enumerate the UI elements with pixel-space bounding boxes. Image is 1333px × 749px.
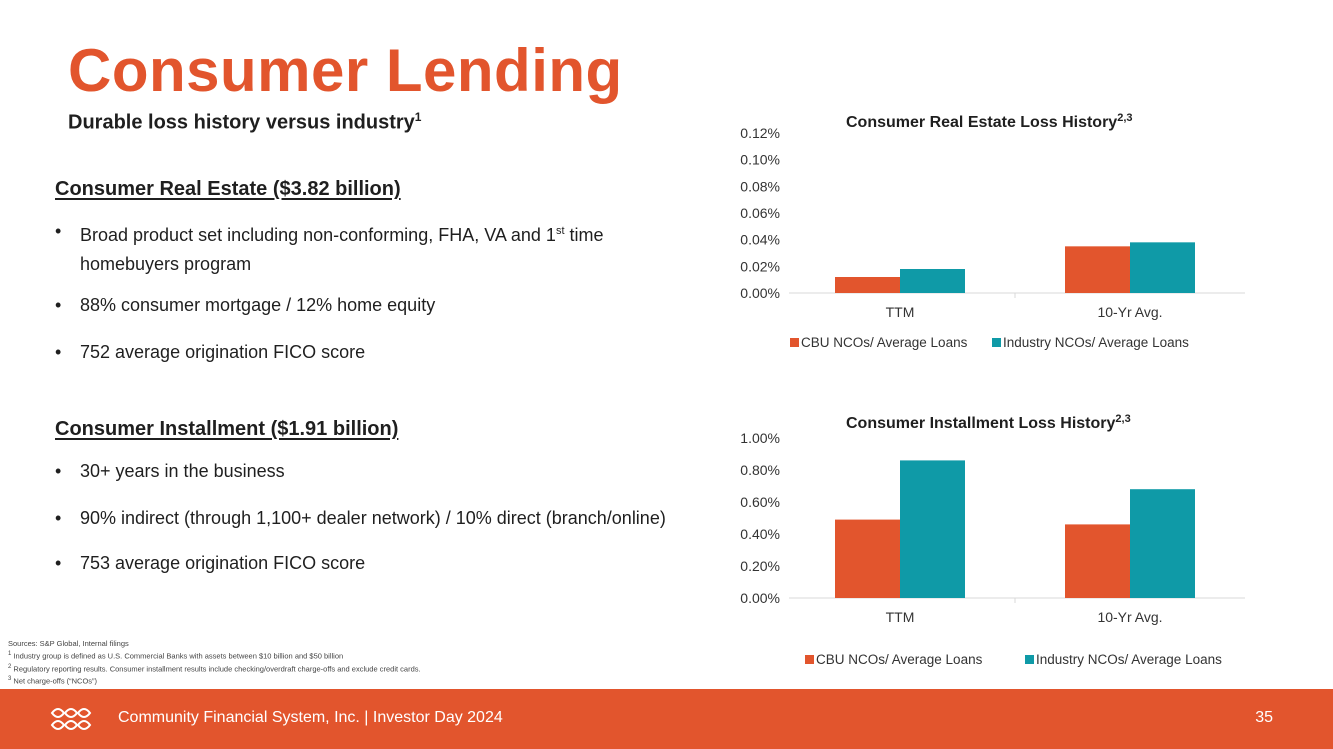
footer-company-text: Community Financial System, Inc. | Inves…: [118, 709, 503, 726]
bar: [1130, 489, 1195, 598]
installment-loss-chart: Consumer Installment Loss History2,3 0.00…: [740, 413, 1245, 667]
list-item: • 30+ years in the business: [55, 457, 695, 486]
subtitle-text: Durable loss history versus industry: [68, 111, 415, 134]
y-tick-label: 0.02%: [740, 258, 780, 274]
bar: [1065, 524, 1130, 598]
bullet-text: 752 average origination FICO score: [80, 342, 366, 362]
legend-label: CBU NCOs/ Average Loans: [801, 335, 968, 350]
y-tick-label: 0.06%: [740, 205, 780, 221]
legend-swatch: [992, 338, 1001, 347]
page-title: Consumer Lending: [68, 37, 623, 104]
real-estate-heading: Consumer Real Estate ($3.82 billion): [55, 178, 401, 200]
page-subtitle: Durable loss history versus industry1: [68, 110, 421, 135]
chart-title: Consumer Installment Loss History2,3: [846, 413, 1131, 432]
legend-swatch: [790, 338, 799, 347]
bullet-text: Broad product set including non-conformi…: [80, 225, 556, 245]
bar: [1065, 246, 1130, 293]
chart-title-footnote-ref: 2,3: [1117, 112, 1132, 124]
list-item: • Broad product set including non-confor…: [55, 217, 695, 279]
y-tick-label: 0.80%: [740, 462, 780, 478]
bullet-text: 88% consumer mortgage / 12% home equity: [80, 295, 436, 315]
chart-title-footnote-ref: 2,3: [1115, 413, 1130, 425]
y-tick-label: 0.00%: [740, 590, 780, 606]
bullet-text: 753 average origination FICO score: [80, 553, 366, 573]
y-tick-label: 0.00%: [740, 285, 780, 301]
chart-title: Consumer Real Estate Loss History2,3: [846, 112, 1133, 131]
bullet-text-cont: time homebuyers program: [80, 225, 604, 274]
bar: [900, 460, 965, 598]
x-tick-label: TTM: [886, 304, 915, 320]
bullet-marker: •: [55, 461, 62, 481]
bar: [835, 277, 900, 293]
y-tick-label: 0.04%: [740, 232, 780, 248]
footnote-1: 1 Industry group is defined as U.S. Comm…: [8, 651, 344, 661]
bullet-marker: •: [55, 295, 62, 315]
bullet-text: 90% indirect (through 1,100+ dealer netw…: [80, 508, 666, 528]
y-tick-label: 1.00%: [740, 430, 780, 446]
subtitle-footnote-ref: 1: [414, 110, 422, 124]
installment-heading: Consumer Installment ($1.91 billion): [55, 418, 399, 440]
footnote-3: 3 Net charge-offs (“NCOs”): [8, 676, 98, 686]
bullet-marker: •: [55, 221, 62, 241]
bullet-text: 30+ years in the business: [80, 461, 285, 481]
legend-swatch: [805, 655, 814, 664]
real-estate-loss-chart: Consumer Real Estate Loss History2,3 0.00…: [740, 112, 1245, 350]
list-item: • 88% consumer mortgage / 12% home equit…: [55, 291, 695, 320]
bar: [835, 519, 900, 598]
bullet-marker: •: [55, 553, 62, 573]
list-item: • 752 average origination FICO score: [55, 338, 695, 367]
y-tick-label: 0.20%: [740, 558, 780, 574]
list-item: • 753 average origination FICO score: [55, 549, 695, 578]
legend-label: Industry NCOs/ Average Loans: [1036, 652, 1222, 667]
footer-bar: Community Financial System, Inc. | Inves…: [0, 689, 1333, 749]
ordinal-suffix: st: [555, 225, 565, 237]
legend-label: Industry NCOs/ Average Loans: [1003, 335, 1189, 350]
bar: [1130, 242, 1195, 293]
x-tick-label: TTM: [886, 609, 915, 625]
page-number: 35: [1255, 709, 1273, 726]
list-item: • 90% indirect (through 1,100+ dealer ne…: [55, 504, 695, 533]
y-tick-label: 0.08%: [740, 178, 780, 194]
interlocking-rings-logo-icon: [50, 708, 92, 730]
legend-label: CBU NCOs/ Average Loans: [816, 652, 983, 667]
bullet-marker: •: [55, 342, 62, 362]
footnote-2: 2 Regulatory reporting results. Consumer…: [8, 663, 421, 674]
footnote-source: Sources: S&P Global, Internal filings: [8, 639, 129, 648]
x-tick-label: 10-Yr Avg.: [1097, 609, 1162, 625]
y-tick-label: 0.12%: [740, 125, 780, 141]
bar: [900, 269, 965, 293]
x-tick-label: 10-Yr Avg.: [1097, 304, 1162, 320]
footnotes: Sources: S&P Global, Internal filings 1 …: [8, 638, 421, 687]
y-tick-label: 0.10%: [740, 152, 780, 168]
y-tick-label: 0.40%: [740, 526, 780, 542]
legend-swatch: [1025, 655, 1034, 664]
y-tick-label: 0.60%: [740, 494, 780, 510]
bullet-marker: •: [55, 508, 62, 528]
